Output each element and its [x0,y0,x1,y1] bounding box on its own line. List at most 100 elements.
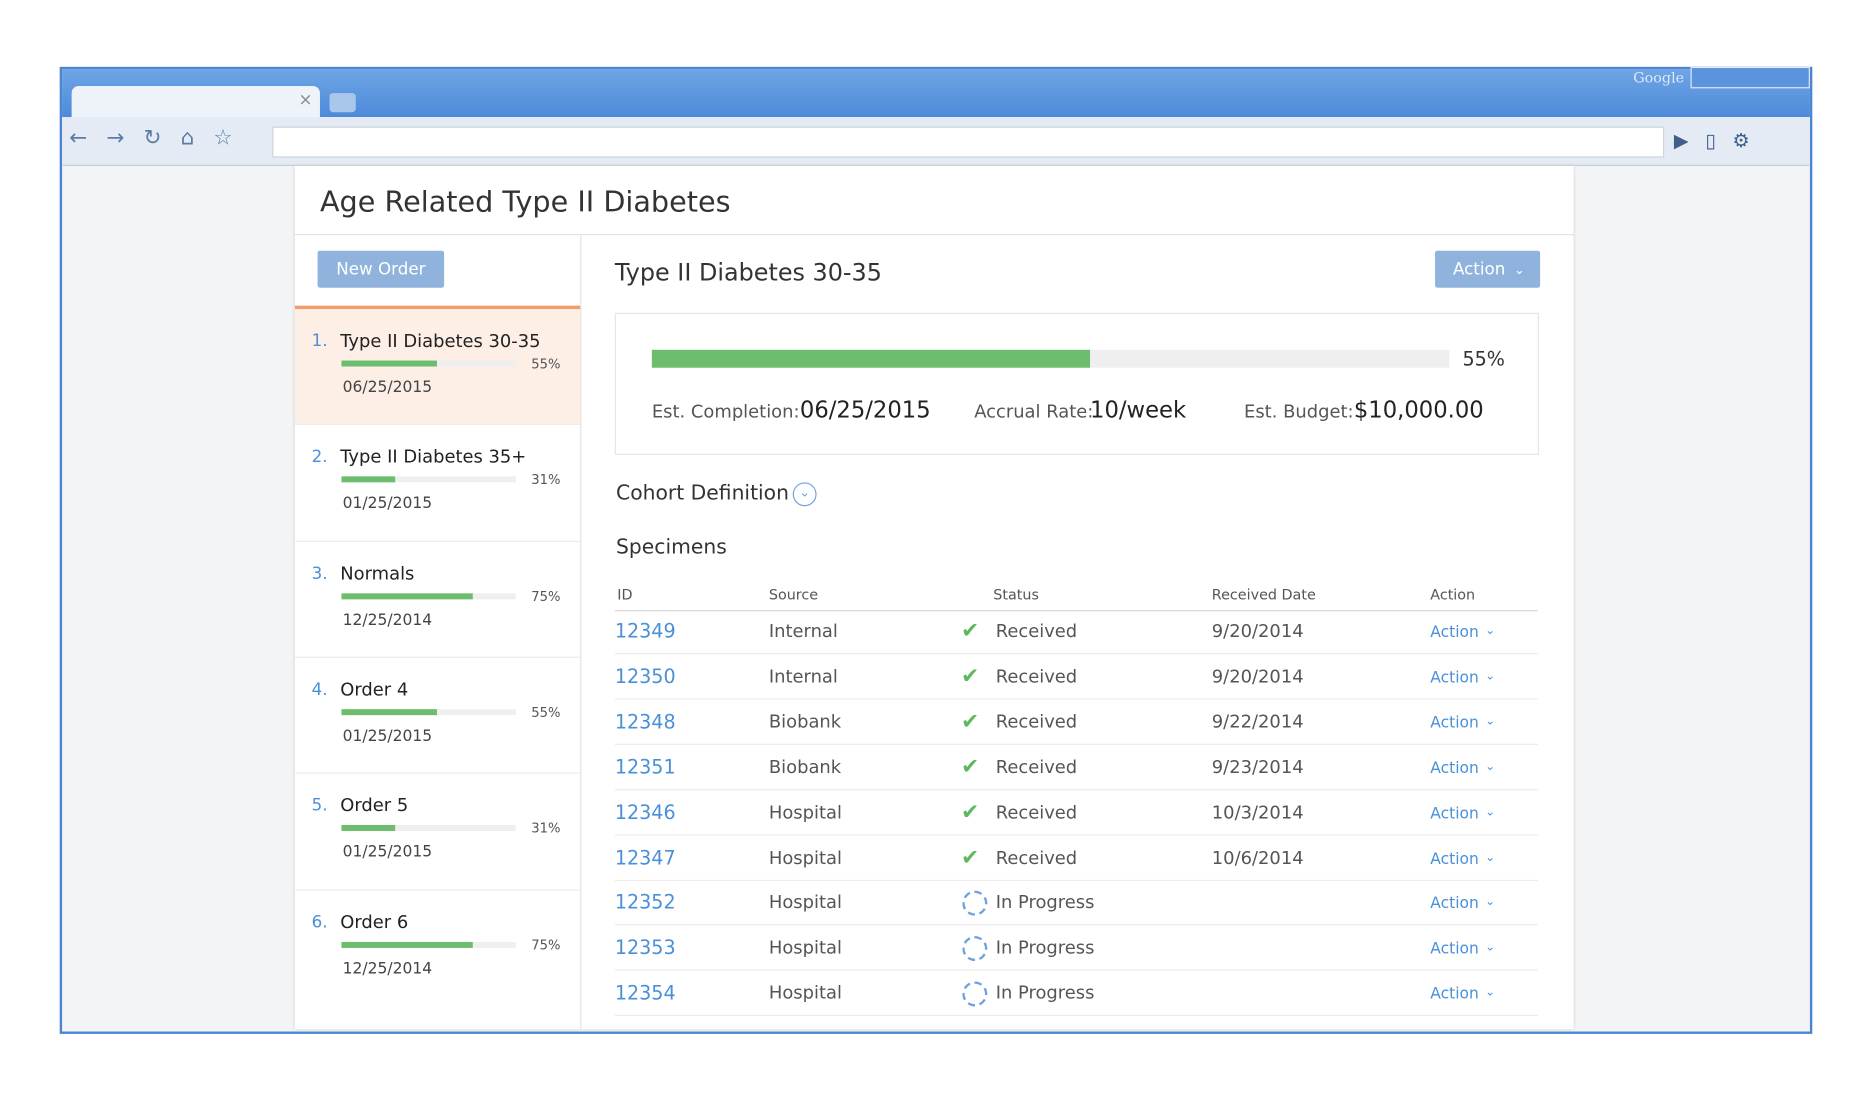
order-number[interactable]: 2. [311,448,328,468]
column-header: Source [768,586,819,603]
order-name[interactable]: Type II Diabetes 30-35 [340,330,541,352]
specimen-id[interactable]: 12350 [614,664,676,688]
specimen-status: Received [995,665,1078,687]
specimen-id[interactable]: 12351 [614,755,676,779]
order-name[interactable]: Order 4 [340,678,409,701]
received-date: 9/20/2014 [1211,665,1304,687]
order-number[interactable]: 3. [311,564,328,584]
tab-close[interactable]: × [298,90,313,110]
column-header: Status [993,586,1039,603]
specimen-status: In Progress [995,982,1095,1004]
stat-value: 06/25/2015 [799,396,931,424]
row-action-caret[interactable]: ⌄ [1485,669,1496,683]
page-title: Age Related Type II Diabetes [319,185,731,219]
specimen-id[interactable]: 12353 [614,936,676,960]
specimen-status: Received [995,755,1078,778]
received-date: 9/23/2014 [1211,755,1304,778]
column-header: Received Date [1211,586,1316,603]
order-progress-label: 31% [531,821,561,837]
order-number[interactable]: 1. [311,331,328,352]
row-action-caret[interactable]: ⌄ [1485,941,1496,955]
order-number[interactable]: 4. [311,680,328,700]
specimen-id[interactable]: 12348 [614,710,676,733]
browser-menus[interactable]: ▶▯⚙ [1673,128,1767,152]
summary-box [614,312,1539,455]
row-action-caret[interactable]: ⌄ [1485,714,1496,729]
row-action[interactable]: Action [1430,895,1479,914]
row-action[interactable]: Action [1430,669,1479,687]
new-order-button[interactable] [317,250,445,288]
specimen-source: Biobank [768,755,842,778]
stat-label: Accrual Rate: [974,400,1094,423]
order-divider [294,424,581,426]
order-name[interactable]: Type II Diabetes 35+ [340,446,527,468]
order-progress-label: 55% [531,704,561,721]
specimen-source: Hospital [768,801,842,823]
row-action-caret[interactable]: ⌄ [1485,805,1496,819]
specimen-id[interactable]: 12349 [614,619,676,643]
specimen-source: Hospital [768,891,842,914]
specimen-id[interactable]: 12347 [614,845,676,869]
specimen-id[interactable]: 12354 [614,981,676,1005]
row-action[interactable]: Action [1430,759,1479,778]
specimen-id[interactable]: 12352 [614,891,676,914]
specimen-status: Received [995,710,1078,733]
cohort-toggle[interactable]: ⌄ [792,482,817,507]
specimen-source: Hospital [768,982,842,1004]
specimen-status: Received [995,620,1078,642]
status-clock [962,936,988,962]
row-action[interactable]: Action [1430,850,1479,868]
row-action-caret[interactable]: ⌄ [1485,986,1496,1000]
order-name[interactable]: Order 5 [340,794,409,817]
order-progress-label: 75% [531,937,561,953]
row-divider [614,834,1538,836]
row-action-caret[interactable]: ⌄ [1485,624,1496,638]
nav-buttons[interactable]: ←→↻⌂☆ [69,125,252,151]
status-check: ✔ [961,799,980,825]
order-progress-label: 75% [531,588,561,605]
order-date: 06/25/2015 [342,379,433,397]
order-title: Type II Diabetes 30-35 [614,257,882,287]
order-date: 01/25/2015 [342,495,433,514]
summary-progress-label: 55% [1462,347,1505,371]
specimen-status: Received [995,801,1078,823]
row-action-caret[interactable]: ⌄ [1485,760,1496,774]
row-action[interactable]: Action [1430,985,1479,1004]
order-name[interactable]: Order 6 [340,910,409,933]
stat-label: Est. Budget: [1244,400,1354,423]
row-divider [614,879,1538,881]
row-divider [614,653,1538,655]
order-number[interactable]: 5. [311,796,328,816]
order-progress-fill [341,476,396,483]
row-action[interactable]: Action [1430,940,1479,959]
order-divider [294,888,581,891]
action-button[interactable] [1435,250,1541,288]
order-name[interactable]: Normals [340,562,415,584]
status-check: ✔ [961,844,980,870]
row-action[interactable]: Action [1430,804,1479,823]
status-check: ✔ [961,754,980,780]
cohort-title[interactable]: Cohort Definition [616,481,789,506]
row-action[interactable]: Action [1430,623,1479,642]
specimen-id[interactable]: 12346 [614,800,676,824]
action-button-label[interactable]: Action [1452,260,1506,280]
order-progress-label: 31% [531,472,561,489]
row-action-caret[interactable]: ⌄ [1485,895,1496,910]
window-controls[interactable] [1690,66,1810,89]
address-bar[interactable] [272,126,1665,158]
summary-progress-fill [651,349,1091,368]
row-action[interactable]: Action [1430,714,1479,733]
specimen-source: Hospital [768,846,842,868]
order-progress-fill [341,941,473,948]
row-action-caret[interactable]: ⌄ [1485,850,1496,864]
received-date: 10/6/2014 [1211,846,1304,868]
new-order-label[interactable]: New Order [336,260,426,280]
title-bar [62,69,1810,118]
new-tab[interactable] [329,93,356,113]
order-progress-fill [341,825,396,832]
order-divider [294,772,581,774]
order-number[interactable]: 6. [311,912,328,932]
action-caret[interactable]: ⌄ [1513,262,1525,278]
